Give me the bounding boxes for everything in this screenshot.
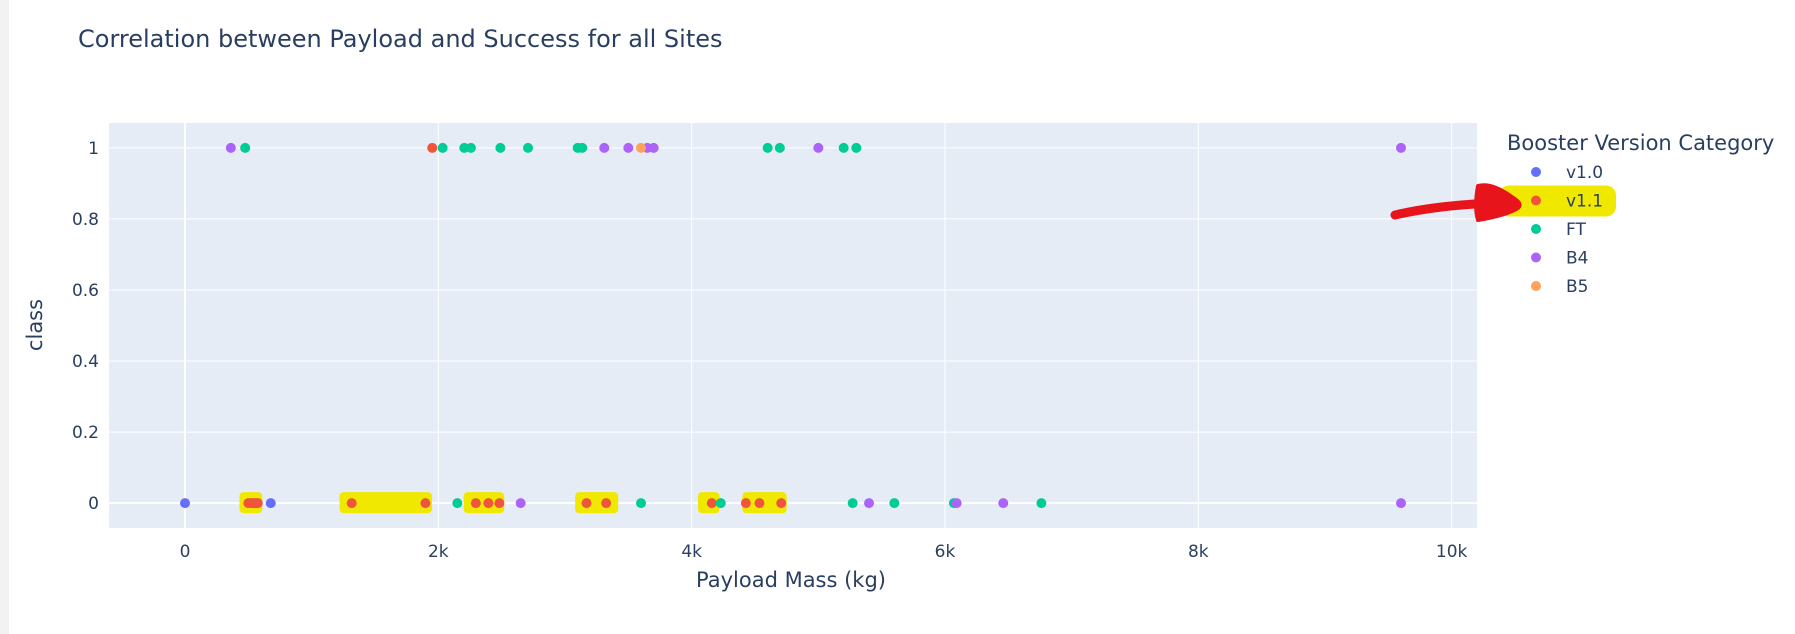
x-tick-label: 10k	[1436, 542, 1468, 562]
data-point-v1-0[interactable]	[180, 498, 190, 509]
data-point-ft[interactable]	[437, 142, 448, 153]
data-point-ft[interactable]	[452, 498, 463, 509]
data-point-ft[interactable]	[838, 142, 849, 153]
y-tick-label: 0.2	[72, 423, 99, 443]
data-point-b4[interactable]	[225, 142, 236, 153]
data-point-v1-1[interactable]	[706, 498, 717, 509]
x-tick-label: 0	[180, 542, 191, 562]
y-tick-label: 0.6	[72, 281, 99, 301]
data-point-v1-1[interactable]	[754, 498, 765, 509]
legend-marker[interactable]	[1531, 195, 1541, 206]
data-point-ft[interactable]	[636, 498, 646, 509]
legend-marker[interactable]	[1531, 252, 1541, 263]
legend-item-label[interactable]: v1.1	[1566, 192, 1603, 212]
data-point-v1-1[interactable]	[420, 498, 431, 509]
y-tick-label: 1	[88, 139, 99, 159]
data-point-b4[interactable]	[599, 142, 610, 153]
legend-item-label[interactable]: B4	[1566, 249, 1588, 269]
data-point-v1-1[interactable]	[601, 498, 612, 509]
data-point-b5[interactable]	[636, 142, 646, 153]
legend-marker[interactable]	[1531, 224, 1541, 234]
y-tick-label: 0.4	[72, 352, 99, 372]
plot-area	[109, 123, 1477, 528]
data-point-ft[interactable]	[465, 142, 476, 153]
data-point-v1-1[interactable]	[427, 142, 438, 153]
data-point-b4[interactable]	[864, 498, 874, 509]
legend-marker[interactable]	[1531, 281, 1541, 291]
legend-item-label[interactable]: B5	[1566, 277, 1588, 297]
data-point-ft[interactable]	[774, 142, 785, 153]
data-point-ft[interactable]	[1036, 498, 1047, 509]
data-point-b4[interactable]	[951, 498, 962, 509]
legend-highlight	[1499, 185, 1616, 217]
data-point-b4[interactable]	[623, 142, 634, 153]
page-left-edge	[0, 0, 9, 634]
legend: Booster Version Category v1.0 v1.1 FT B4 B5	[1499, 131, 1774, 297]
data-point-v1-0[interactable]	[265, 498, 276, 509]
y-tick-label: 0	[88, 494, 99, 514]
x-tick-label: 4k	[681, 542, 702, 562]
highlight-mark	[742, 492, 787, 514]
data-point-v1-1[interactable]	[581, 498, 592, 509]
data-point-v1-1[interactable]	[776, 498, 787, 509]
x-tick-label: 6k	[935, 542, 956, 562]
arrow-head	[1474, 183, 1522, 222]
data-point-b4[interactable]	[813, 142, 824, 153]
data-point-ft[interactable]	[762, 142, 773, 153]
legend-item-label[interactable]: FT	[1566, 220, 1586, 240]
x-tick-label: 8k	[1188, 542, 1209, 562]
highlight-mark	[339, 492, 432, 514]
data-point-ft[interactable]	[523, 142, 534, 153]
data-point-ft[interactable]	[851, 142, 862, 153]
data-point-v1-1[interactable]	[494, 498, 505, 509]
data-point-ft[interactable]	[715, 498, 726, 509]
data-point-b4[interactable]	[998, 498, 1009, 509]
data-point-ft[interactable]	[847, 498, 858, 509]
data-point-b4[interactable]	[515, 498, 526, 509]
data-point-b4[interactable]	[648, 142, 659, 153]
data-point-b4[interactable]	[1396, 498, 1406, 509]
data-point-ft[interactable]	[889, 498, 900, 509]
x-tick-label: 2k	[428, 542, 449, 562]
legend-marker[interactable]	[1531, 167, 1541, 177]
data-point-v1-1[interactable]	[483, 498, 494, 509]
legend-title: Booster Version Category	[1507, 131, 1774, 155]
data-point-ft[interactable]	[240, 142, 251, 153]
y-axis-title: class	[23, 299, 47, 351]
data-point-v1-1[interactable]	[740, 498, 751, 509]
data-point-v1-1[interactable]	[346, 498, 357, 509]
data-point-v1-1[interactable]	[470, 498, 481, 509]
chart-title: Correlation between Payload and Success …	[78, 25, 723, 53]
data-point-v1-1[interactable]	[252, 498, 263, 509]
data-point-ft[interactable]	[577, 142, 588, 153]
data-point-ft[interactable]	[495, 142, 506, 153]
x-axis-title: Payload Mass (kg)	[696, 568, 886, 592]
y-tick-label: 0.8	[72, 210, 99, 230]
legend-item-label[interactable]: v1.0	[1566, 163, 1603, 183]
data-point-b4[interactable]	[1396, 142, 1406, 153]
